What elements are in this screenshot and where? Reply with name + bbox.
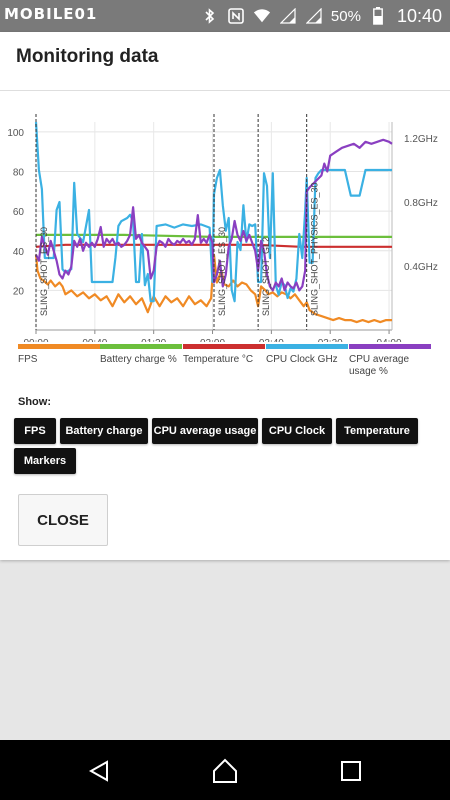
legend-swatch <box>183 344 265 349</box>
chip-temperature[interactable]: Temperature <box>336 418 418 444</box>
marker-label: SLING_SHOT_GL2 <box>261 237 271 316</box>
marker-label: SLING_SHOT_PHYSICS_ES_30 <box>310 182 320 316</box>
series-line <box>34 121 392 303</box>
nfc-icon <box>227 7 245 25</box>
legend-item: Battery charge % <box>100 344 182 366</box>
legend-item: CPU Clock GHz <box>266 344 348 366</box>
x-tick-label: 03:20 <box>318 338 343 342</box>
y-right-tick-label: 0.8GHz <box>404 198 438 209</box>
y-left-tick-label: 40 <box>13 247 25 258</box>
chip-battery-charge[interactable]: Battery charge <box>60 418 148 444</box>
marker-label: SLING_SHOT_ES_30 <box>39 227 49 316</box>
legend-swatch <box>266 344 348 349</box>
x-tick-label: 02:00 <box>200 338 225 342</box>
legend-label: Battery charge % <box>100 354 177 365</box>
x-tick-label: 01:20 <box>141 338 166 342</box>
chip-cpu-clock[interactable]: CPU Clock <box>262 418 332 444</box>
dialog-title: Monitoring data <box>16 46 159 67</box>
legend-item: Temperature °C <box>183 344 265 366</box>
battery-percent: 50% <box>330 7 361 25</box>
recents-icon[interactable] <box>336 756 366 786</box>
title-divider <box>0 90 450 91</box>
close-button[interactable]: CLOSE <box>18 494 108 546</box>
home-icon[interactable] <box>210 756 240 786</box>
legend-swatch <box>18 344 100 349</box>
legend-item: CPU average usage % <box>349 344 431 378</box>
y-right-tick-label: 0.4GHz <box>404 262 438 273</box>
signal-icon <box>279 7 297 25</box>
x-tick-label: 00:00 <box>23 338 48 342</box>
series-line <box>34 253 392 324</box>
watermark: MOBILE01 <box>4 5 98 23</box>
legend-label: FPS <box>18 354 38 365</box>
chip-fps[interactable]: FPS <box>14 418 56 444</box>
legend-swatch <box>349 344 431 349</box>
y-left-tick-label: 80 <box>13 168 25 179</box>
series-line <box>35 138 393 292</box>
status-bar: MOBILE01 50% 10:40 <box>0 0 450 32</box>
wifi-icon <box>253 7 271 25</box>
chip-markers[interactable]: Markers <box>14 448 76 474</box>
legend-swatch <box>100 344 182 349</box>
x-tick-label: 02:40 <box>259 338 284 342</box>
battery-icon <box>369 7 387 25</box>
bluetooth-icon <box>201 7 219 25</box>
monitoring-dialog: Monitoring data 20 40 60 80 100 0.4GHz 0.8GHz 1… <box>0 32 450 560</box>
back-icon[interactable] <box>84 756 114 786</box>
legend-label: CPU average usage % <box>349 354 410 377</box>
x-tick-label: 04:00 <box>377 338 402 342</box>
chart-legend: FPS Battery charge % Temperature °C CPU Clo… <box>0 344 450 404</box>
signal-icon <box>305 7 323 25</box>
legend-label: CPU Clock GHz <box>266 354 338 365</box>
chip-cpu-average-usage[interactable]: CPU average usage <box>152 418 258 444</box>
y-right-tick-label: 1.2GHz <box>404 134 438 145</box>
x-tick-label: 00:40 <box>82 338 107 342</box>
status-icons: 50% 10:40 <box>201 0 442 32</box>
monitoring-chart: 20 40 60 80 100 0.4GHz 0.8GHz 1.2GHz 00:00 00:40 0… <box>7 114 438 342</box>
series-line <box>35 243 392 248</box>
y-left-tick-label: 20 <box>13 286 25 297</box>
legend-item: FPS <box>18 344 100 366</box>
clock: 10:40 <box>396 5 442 26</box>
show-label: Show: <box>18 396 51 408</box>
y-left-tick-label: 100 <box>7 128 24 139</box>
marker-label: SLING_SHOT_ES_30 <box>217 227 227 316</box>
y-left-tick-label: 60 <box>13 207 25 218</box>
legend-label: Temperature °C <box>183 354 254 365</box>
navigation-bar <box>0 740 450 800</box>
